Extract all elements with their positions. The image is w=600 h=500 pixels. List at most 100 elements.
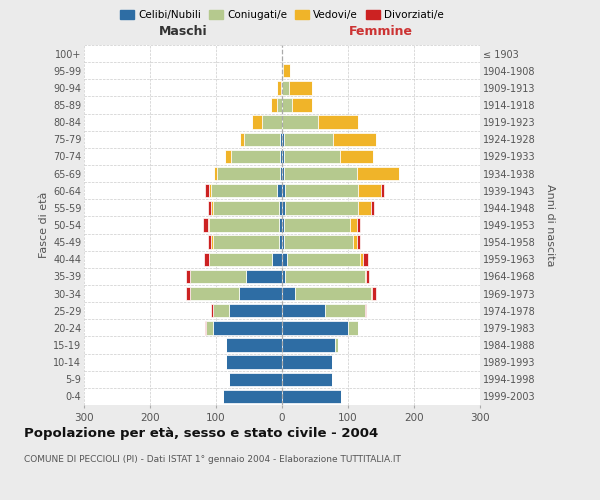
Text: Femmine: Femmine <box>349 25 413 38</box>
Bar <box>277 81 281 94</box>
Bar <box>356 236 360 249</box>
Bar <box>190 270 246 283</box>
Bar <box>340 150 373 163</box>
Bar <box>282 116 319 129</box>
Bar <box>286 270 365 283</box>
Y-axis label: Anni di nascita: Anni di nascita <box>545 184 555 266</box>
Bar <box>223 390 282 403</box>
Bar <box>226 356 282 369</box>
Bar <box>319 116 358 129</box>
Bar <box>246 270 282 283</box>
Bar <box>282 252 287 266</box>
Bar <box>186 287 190 300</box>
Bar <box>208 201 211 214</box>
Bar <box>212 201 278 214</box>
Legend: Celibi/Nubili, Coniugati/e, Vedovi/e, Divorziati/e: Celibi/Nubili, Coniugati/e, Vedovi/e, Di… <box>116 6 448 25</box>
Bar <box>262 116 282 129</box>
Bar <box>277 98 282 112</box>
Bar <box>206 321 212 334</box>
Bar <box>282 132 284 146</box>
Bar <box>278 218 282 232</box>
Bar <box>282 372 331 386</box>
Bar <box>280 132 282 146</box>
Bar <box>292 98 312 112</box>
Bar <box>217 167 280 180</box>
Bar <box>271 98 277 112</box>
Bar <box>211 184 277 198</box>
Bar <box>241 132 244 146</box>
Bar <box>211 201 212 214</box>
Bar <box>205 184 209 198</box>
Bar <box>190 287 239 300</box>
Bar <box>278 236 282 249</box>
Bar <box>282 201 286 214</box>
Bar <box>286 184 358 198</box>
Bar <box>360 252 363 266</box>
Bar <box>282 270 286 283</box>
Bar <box>282 150 284 163</box>
Bar <box>353 236 356 249</box>
Bar <box>289 81 312 94</box>
Text: COMUNE DI PECCIOLI (PI) - Dati ISTAT 1° gennaio 2004 - Elaborazione TUTTITALIA.I: COMUNE DI PECCIOLI (PI) - Dati ISTAT 1° … <box>24 455 401 464</box>
Bar <box>229 304 282 318</box>
Y-axis label: Fasce di età: Fasce di età <box>38 192 49 258</box>
Bar <box>335 338 338 351</box>
Bar <box>365 270 366 283</box>
Bar <box>365 304 366 318</box>
Bar <box>212 304 229 318</box>
Bar <box>334 132 376 146</box>
Bar <box>286 201 358 214</box>
Bar <box>282 81 289 94</box>
Bar <box>214 167 217 180</box>
Bar <box>282 304 325 318</box>
Bar <box>211 304 212 318</box>
Bar <box>283 64 290 78</box>
Bar <box>381 184 385 198</box>
Bar <box>244 132 280 146</box>
Bar <box>363 252 368 266</box>
Bar <box>208 218 209 232</box>
Bar <box>282 356 331 369</box>
Bar <box>373 287 376 300</box>
Bar <box>350 218 356 232</box>
Bar <box>366 270 369 283</box>
Bar <box>282 98 292 112</box>
Bar <box>282 287 295 300</box>
Bar <box>277 184 282 198</box>
Bar <box>186 270 190 283</box>
Bar <box>208 236 211 249</box>
Bar <box>230 150 280 163</box>
Bar <box>205 321 206 334</box>
Bar <box>211 236 212 249</box>
Bar <box>282 321 348 334</box>
Bar <box>239 287 282 300</box>
Bar <box>212 236 278 249</box>
Bar <box>278 201 282 214</box>
Bar <box>284 167 356 180</box>
Bar <box>356 218 360 232</box>
Bar <box>212 321 282 334</box>
Bar <box>209 218 278 232</box>
Bar <box>284 132 334 146</box>
Bar <box>284 236 353 249</box>
Bar <box>284 218 350 232</box>
Bar <box>287 252 360 266</box>
Bar <box>282 390 341 403</box>
Bar <box>358 201 371 214</box>
Bar <box>209 252 272 266</box>
Bar <box>371 201 374 214</box>
Bar <box>348 321 358 334</box>
Bar <box>272 252 282 266</box>
Bar <box>209 184 211 198</box>
Bar <box>371 287 373 300</box>
Bar <box>282 236 284 249</box>
Bar <box>204 252 209 266</box>
Bar <box>225 150 230 163</box>
Bar <box>282 167 284 180</box>
Bar <box>358 184 381 198</box>
Bar <box>284 150 340 163</box>
Bar <box>325 304 365 318</box>
Bar <box>282 64 283 78</box>
Bar <box>282 218 284 232</box>
Bar <box>226 338 282 351</box>
